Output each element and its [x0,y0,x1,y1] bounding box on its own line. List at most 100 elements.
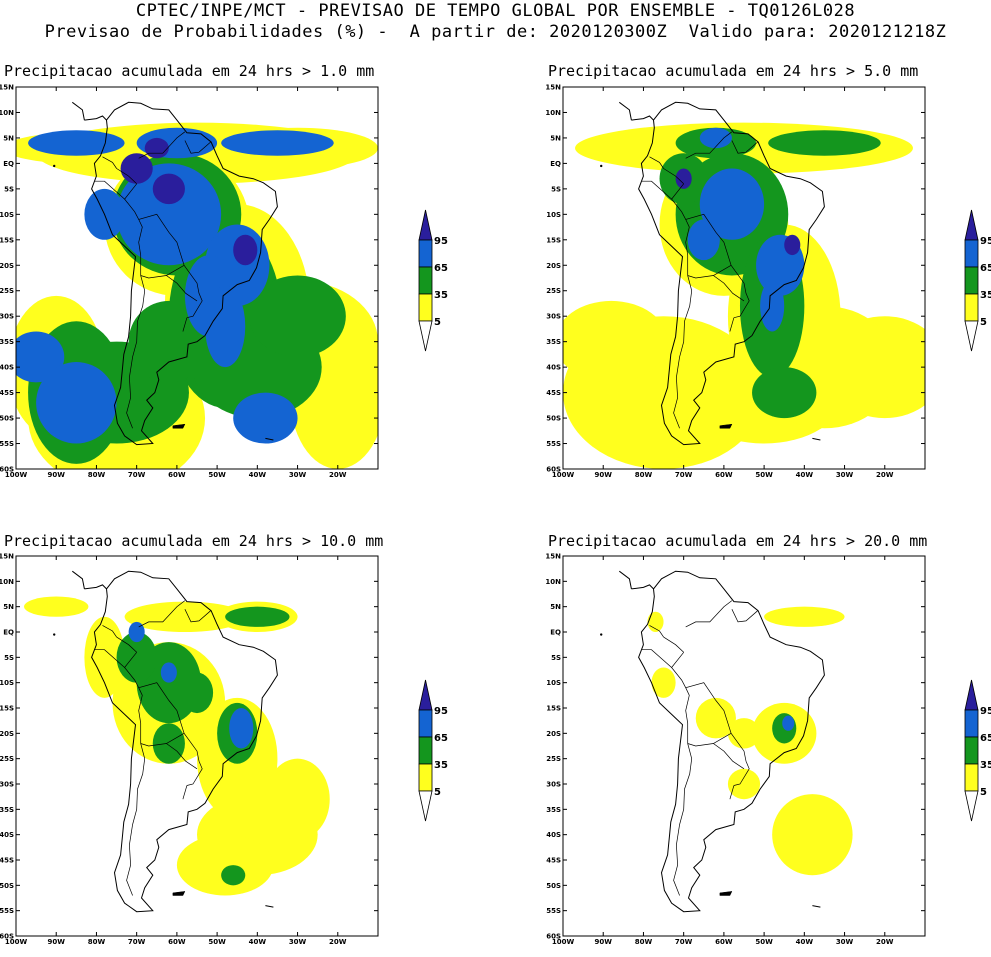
coastline [84,584,107,590]
colorbar-segment [418,763,433,792]
lat-tick-label: 5N [550,134,561,142]
lat-tick-label: 5S [551,185,561,193]
lon-tick-label: 70W [128,471,146,479]
lon-tick-label: 50W [208,938,226,946]
colorbar-segment [964,239,979,268]
country-border [685,600,733,628]
probability-area [28,130,125,156]
colorbar-segment [964,293,979,322]
coastline [631,584,654,590]
probability-area [205,285,246,368]
header-line-1: CPTEC/INPE/MCT - PREVISAO DE TEMPO GLOBA… [135,1,856,21]
lon-tick-label: 80W [88,938,106,946]
colorbar-segment [418,790,433,822]
lon-tick-label: 30W [289,938,307,946]
galapagos-island [600,633,603,636]
country-border [729,785,735,800]
country-border [685,219,690,276]
lon-tick-label: 80W [88,471,106,479]
country-border [126,275,146,429]
lat-tick-label: 45S [0,857,14,865]
country-border [641,180,672,200]
colorbar-label: 95 [434,236,448,247]
lon-tick-label: 20W [329,471,347,479]
probability-area [760,280,785,332]
panel-1-colorbar: 95 65 35 5 [418,209,448,352]
lat-tick-label: 60S [546,933,561,941]
probability-area [647,611,664,632]
probability-area [225,606,290,627]
country-border [641,649,672,668]
coastline [71,570,85,589]
lat-tick-label: 50S [546,415,561,423]
panel-4-title: Precipitacao acumulada em 24 hrs > 20.0 … [548,532,928,550]
lat-tick-label: 55S [0,907,14,915]
colorbar-segment [964,790,979,822]
lon-tick-label: 70W [128,938,146,946]
lat-tick-label: 15S [0,705,14,713]
lat-tick-label: 60S [546,466,561,474]
colorbar-segment [964,736,979,765]
probability-area [752,367,817,419]
country-border [166,275,198,302]
probability-area [229,708,254,749]
lat-tick-label: 45S [546,857,561,865]
lon-tick-label: 60W [715,938,733,946]
colorbar-label: 95 [434,706,448,717]
lat-tick-label: 25S [0,755,14,763]
coastline [265,905,274,908]
colorbar-segment [418,320,433,352]
probability-area [84,616,125,698]
lat-tick-label: 45S [0,389,14,397]
probability-area [152,723,185,764]
country-border [671,183,750,319]
lon-tick-label: 50W [208,471,226,479]
country-border [685,131,733,159]
lat-tick-label: 45S [546,389,561,397]
country-border [671,652,750,786]
colorbar-segment [964,209,979,241]
lat-tick-label: 30S [546,313,561,321]
lat-tick-label: 5N [550,603,561,611]
panel-4-map: 15N 10N 5N EQ 5S 10S 15S 20S 25S 30S 35S 40S 45S 50S 5… [545,553,926,946]
probability-area [120,153,153,184]
coastline [91,570,278,913]
lon-tick-label: 20W [876,938,894,946]
panel-2-colorbar: 95 65 35 5 [964,209,991,352]
lon-tick-label: 40W [796,471,814,479]
lat-tick-label: EQ [550,160,561,168]
colorbar-segment [418,266,433,295]
map-frame [15,86,379,470]
lat-tick-label: 15N [0,84,14,92]
colorbar-segment [418,736,433,765]
colorbar-label: 95 [980,706,991,717]
lat-tick-label: 15S [546,705,561,713]
probability-area [695,697,736,739]
colorbar-label: 5 [980,317,987,328]
country-border [182,785,188,800]
probability-area [651,667,676,698]
country-border [166,743,198,770]
probability-area [265,758,330,840]
coastline [618,101,632,121]
lat-tick-label: 40S [0,831,14,839]
lon-tick-label: 100W [5,471,28,479]
lon-tick-label: 100W [5,938,28,946]
colorbar-label: 35 [980,290,991,301]
lat-tick-label: 50S [0,882,14,890]
lat-tick-label: 20S [0,730,14,738]
country-border [94,649,125,668]
colorbar-label: 5 [434,317,441,328]
colorbar-segment [964,763,979,792]
lat-tick-label: 35S [546,806,561,814]
probability-area [16,331,65,383]
probability-area [180,672,214,714]
lat-tick-label: 40S [546,364,561,372]
colorbar-label: 5 [434,787,441,798]
country-border [116,636,137,653]
country-border [140,264,185,279]
panel-3-map: 15N 10N 5N EQ 5S 10S 15S 20S 25S 30S 35S 40S 45S 50S 5… [0,553,379,946]
lon-tick-label: 20W [329,938,347,946]
panel-1-map: 15N 10N 5N EQ 5S 10S 15S 20S 25S 30S 35S 40S 45S 50S 5… [0,84,379,479]
probability-area [144,137,169,159]
